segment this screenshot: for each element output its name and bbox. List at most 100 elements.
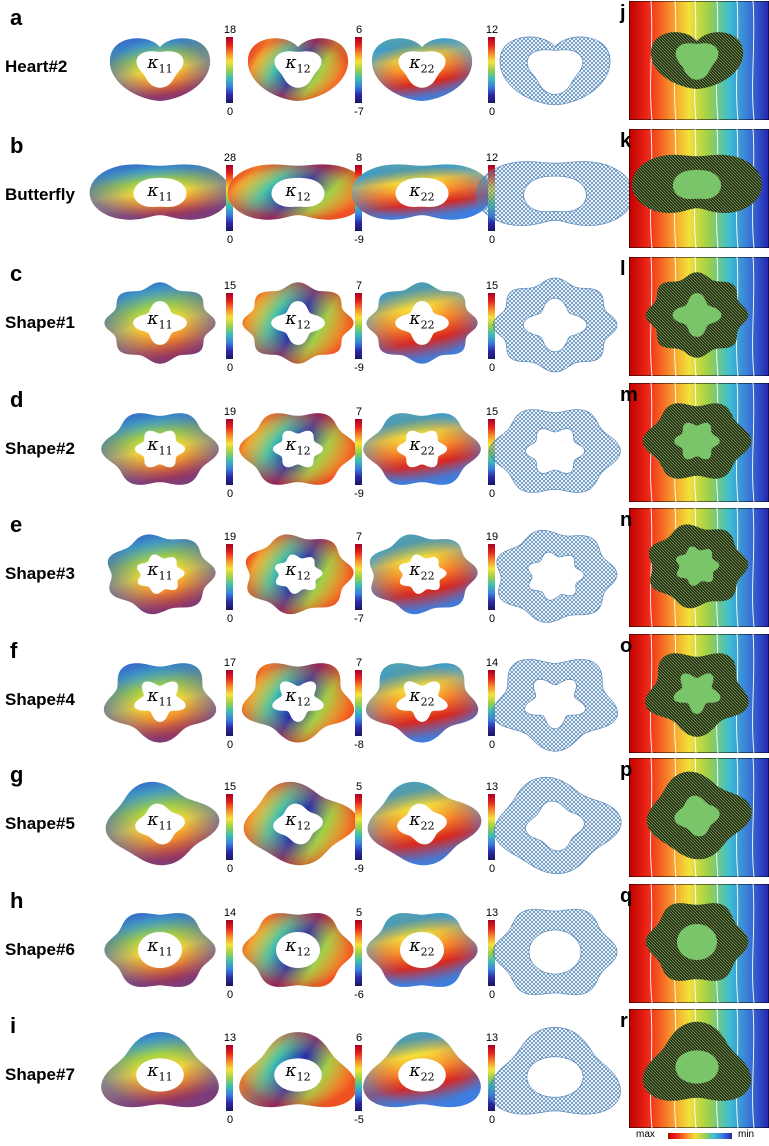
colorbar-max: 12 [485, 24, 499, 36]
thermal-simulation-panel [629, 758, 769, 877]
legend-min-label: min [738, 1129, 755, 1140]
shape-name: Shape#3 [5, 564, 75, 583]
kappa-subscript: 22 [420, 190, 435, 204]
inclusion [674, 422, 720, 460]
contour-line [752, 634, 755, 753]
panel-letter: b [10, 133, 24, 158]
colorbar [488, 293, 495, 359]
colorbar-max: 19 [485, 531, 499, 543]
colorbar-min: -6 [354, 989, 364, 1001]
kappa-label: κ12 [276, 560, 320, 582]
kappa-subscript: 11 [158, 819, 173, 833]
contour-line [650, 508, 653, 627]
kappa-symbol: κ [147, 181, 159, 201]
kappa-label: κ11 [138, 936, 182, 958]
lattice-tile [490, 516, 620, 628]
kappa-label: κ12 [276, 309, 320, 331]
colorbar-min: 0 [226, 863, 234, 875]
stiffness-map-k22 [362, 281, 482, 364]
colorbar-max: 18 [223, 24, 237, 36]
colorbar-max: 7 [355, 531, 363, 543]
kappa-label: κ22 [400, 435, 444, 457]
stiffness-map-k22 [362, 407, 482, 489]
stiffness-map-k11 [100, 658, 220, 743]
colorbar [488, 920, 495, 986]
kappa-subscript: 11 [158, 1070, 173, 1084]
stiffness-map-k11 [89, 153, 231, 235]
colorbar-min: 0 [488, 989, 496, 1001]
kappa-symbol: κ [147, 686, 159, 706]
colorbar-min: -9 [354, 234, 364, 246]
shape-name: Shape#7 [5, 1065, 75, 1084]
kappa-subscript: 12 [296, 819, 311, 833]
colorbar [226, 670, 233, 736]
figure-row: g Shape#5 κ11 15 0 κ12 5 -9 κ22 13 0 [0, 760, 630, 885]
inclusion [676, 546, 720, 586]
thermal-simulation-panel [629, 257, 769, 376]
stiffness-map-k12 [238, 407, 358, 489]
colorbar-max: 13 [485, 781, 499, 793]
kappa-label: κ12 [276, 1061, 320, 1083]
colorbar-max: 15 [485, 280, 499, 292]
kappa-symbol: κ [409, 309, 421, 329]
colorbar-max: 19 [223, 406, 237, 418]
kappa-label: κ22 [400, 686, 444, 708]
colorbar [488, 37, 495, 103]
kappa-label: κ11 [138, 560, 182, 582]
kappa-symbol: κ [285, 435, 297, 455]
stiffness-map-k12 [227, 153, 369, 235]
kappa-label: κ22 [400, 309, 444, 331]
lattice-structure [492, 908, 618, 996]
kappa-subscript: 11 [158, 569, 173, 583]
lattice-structure [492, 277, 618, 373]
colorbar-min: 0 [488, 234, 496, 246]
contour-line [752, 884, 755, 1003]
kappa-label: κ22 [400, 53, 444, 75]
kappa-label: κ11 [138, 686, 182, 708]
inclusion [672, 169, 722, 199]
colorbar [355, 920, 362, 986]
kappa-symbol: κ [409, 53, 421, 73]
lattice-tile [490, 265, 620, 377]
kappa-subscript: 22 [420, 1070, 435, 1084]
colorbar [226, 544, 233, 610]
lattice-structure [489, 1026, 621, 1115]
thermal-simulation-panel [629, 1009, 769, 1128]
colorbar-max: 6 [355, 1032, 363, 1044]
colorbar-max: 8 [355, 152, 363, 164]
stiffness-map-k22 [362, 781, 482, 866]
colorbar-min: 0 [226, 106, 234, 118]
lattice-tile [490, 892, 620, 1004]
stiffness-map-k12 [238, 781, 358, 866]
figure-row: c Shape#1 κ11 15 0 κ12 7 -9 κ22 15 0 [0, 259, 630, 384]
colorbar-min: 0 [226, 362, 234, 374]
colorbar-max: 7 [355, 406, 363, 418]
stiffness-map-k11 [100, 781, 220, 866]
panel-letter: o [620, 635, 633, 657]
kappa-subscript: 12 [296, 318, 311, 332]
stiffness-map-k22 [362, 908, 482, 990]
contour-line [650, 1, 653, 120]
figure-row: b Butterfly κ11 28 0 κ12 8 -9 κ22 12 0 [0, 131, 634, 256]
lattice-structure [499, 36, 611, 106]
stiffness-map-k12 [238, 908, 358, 990]
colorbar-min: -7 [354, 613, 364, 625]
contour-line [752, 1009, 755, 1128]
colorbar-min: -9 [354, 488, 364, 500]
colorbar-min: 0 [488, 863, 496, 875]
colorbar-max: 15 [223, 280, 237, 292]
figure-row: i Shape#7 κ11 13 0 κ12 6 -5 κ22 13 0 [0, 1011, 630, 1136]
colorbar-max: 14 [223, 907, 237, 919]
contour-line [752, 383, 755, 502]
kappa-label: κ11 [138, 810, 182, 832]
kappa-symbol: κ [409, 810, 421, 830]
colorbar [488, 794, 495, 860]
lattice-tile [489, 391, 621, 503]
shape-name: Shape#4 [5, 690, 75, 709]
colorbar-max: 12 [485, 152, 499, 164]
colorbar [488, 544, 495, 610]
colorbar-max: 15 [485, 406, 499, 418]
colorbar [355, 37, 362, 103]
colorbar-min: -7 [354, 106, 364, 118]
colorbar-min: 0 [488, 613, 496, 625]
